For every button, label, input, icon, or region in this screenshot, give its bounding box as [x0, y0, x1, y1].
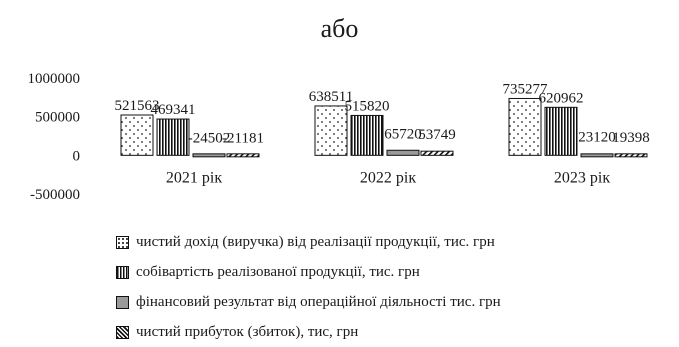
- bar-2-3: [614, 153, 648, 158]
- value-label-1-1: 515820: [345, 98, 390, 114]
- bar-0-0: [120, 114, 154, 156]
- value-label-2-1: 620962: [539, 90, 584, 106]
- legend-swatch: [116, 235, 129, 249]
- y-tick-label: -500000: [30, 187, 80, 203]
- value-label-1-2: 65720: [384, 126, 422, 142]
- bar-0-3: [226, 153, 260, 158]
- legend-item: собівартість реалізованої продукції, тис…: [116, 257, 501, 287]
- legend-item: чистий прибуток (збиток), тис, грн: [116, 317, 501, 347]
- value-label-0-3: -21181: [222, 130, 264, 146]
- x-category-label: 2023 рік: [554, 169, 610, 186]
- value-label-1-3: 53749: [418, 127, 456, 143]
- y-tick-label: 500000: [35, 110, 80, 126]
- bar-2-1: [544, 106, 578, 156]
- bar-0-1: [156, 118, 190, 156]
- legend-item: чистий дохід (виручка) від реалізації пр…: [116, 227, 501, 257]
- value-label-2-2: 23120: [578, 130, 616, 146]
- bar-1-0: [314, 105, 348, 156]
- value-label-2-0: 735277: [503, 81, 549, 97]
- bar-2-0: [508, 97, 542, 156]
- bar-1-2: [386, 149, 420, 156]
- value-label-2-3: 19398: [612, 130, 650, 146]
- value-label-0-1: 469341: [151, 102, 196, 118]
- legend-label: фінансовий результат від операційної дія…: [136, 294, 501, 310]
- chart-heading: або: [320, 14, 359, 43]
- x-category-label: 2021 рік: [166, 169, 222, 186]
- bar-1-1: [350, 114, 384, 156]
- bar-0-2: [192, 153, 226, 158]
- bar-1-3: [420, 150, 454, 156]
- legend-label: чистий прибуток (збиток), тис, грн: [136, 324, 359, 340]
- legend-swatch: [116, 295, 129, 309]
- value-label-0-0: 521563: [115, 98, 160, 114]
- value-label-1-0: 638511: [309, 89, 353, 105]
- legend-label: собівартість реалізованої продукції, тис…: [136, 264, 420, 280]
- value-label-0-2: -24502: [188, 130, 231, 146]
- y-tick-label: 0: [73, 148, 81, 164]
- bar-chart: 1000000 500000 0 -500000 521563 638511 735277…: [28, 71, 650, 203]
- legend-swatch: [116, 325, 129, 339]
- legend-swatch: [116, 265, 129, 279]
- legend-item: фінансовий результат від операційної дія…: [116, 287, 501, 317]
- x-category-label: 2022 рік: [360, 169, 416, 186]
- y-tick-label: 1000000: [28, 71, 81, 87]
- legend-label: чистий дохід (виручка) від реалізації пр…: [136, 234, 495, 250]
- bar-2-2: [580, 153, 614, 158]
- chart-legend: чистий дохід (виручка) від реалізації пр…: [116, 227, 501, 347]
